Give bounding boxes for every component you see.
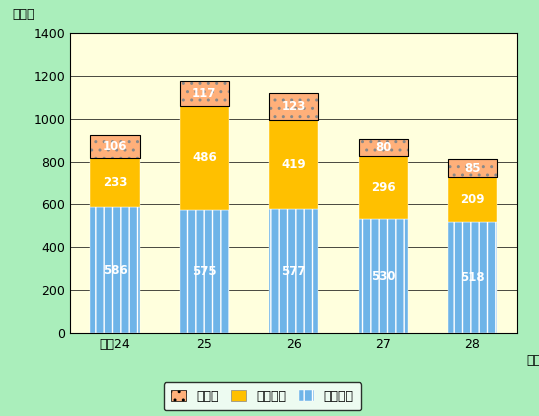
- Bar: [180, 81, 229, 106]
- Text: 106: 106: [103, 140, 127, 153]
- Text: 296: 296: [371, 181, 396, 194]
- Text: 117: 117: [192, 87, 217, 100]
- Bar: [358, 219, 407, 333]
- Text: 575: 575: [192, 265, 217, 278]
- Bar: [180, 81, 229, 106]
- Text: （年）: （年）: [527, 354, 539, 367]
- Bar: [269, 94, 319, 120]
- Bar: [358, 139, 407, 156]
- Bar: [269, 120, 319, 209]
- Text: 530: 530: [371, 270, 396, 282]
- Bar: [448, 159, 497, 177]
- Text: 233: 233: [103, 176, 127, 189]
- Legend: その他, 林野火災, 建物火災: その他, 林野火災, 建物火災: [164, 382, 361, 411]
- Bar: [91, 158, 140, 208]
- Text: 577: 577: [281, 265, 306, 277]
- Bar: [358, 156, 407, 219]
- Bar: [358, 139, 407, 156]
- Text: 80: 80: [375, 141, 391, 154]
- Text: 85: 85: [464, 162, 481, 175]
- Bar: [269, 94, 319, 120]
- Bar: [269, 209, 319, 333]
- Bar: [448, 177, 497, 222]
- Bar: [180, 106, 229, 210]
- Bar: [91, 135, 140, 158]
- Bar: [91, 135, 140, 158]
- Bar: [91, 208, 140, 333]
- Text: 586: 586: [102, 264, 127, 277]
- Bar: [448, 222, 497, 333]
- Text: 419: 419: [281, 158, 306, 171]
- Text: 486: 486: [192, 151, 217, 164]
- Text: （件）: （件）: [12, 8, 34, 21]
- Text: 209: 209: [460, 193, 485, 206]
- Text: 123: 123: [281, 100, 306, 113]
- Bar: [180, 210, 229, 333]
- Text: 518: 518: [460, 271, 485, 284]
- Bar: [448, 159, 497, 177]
